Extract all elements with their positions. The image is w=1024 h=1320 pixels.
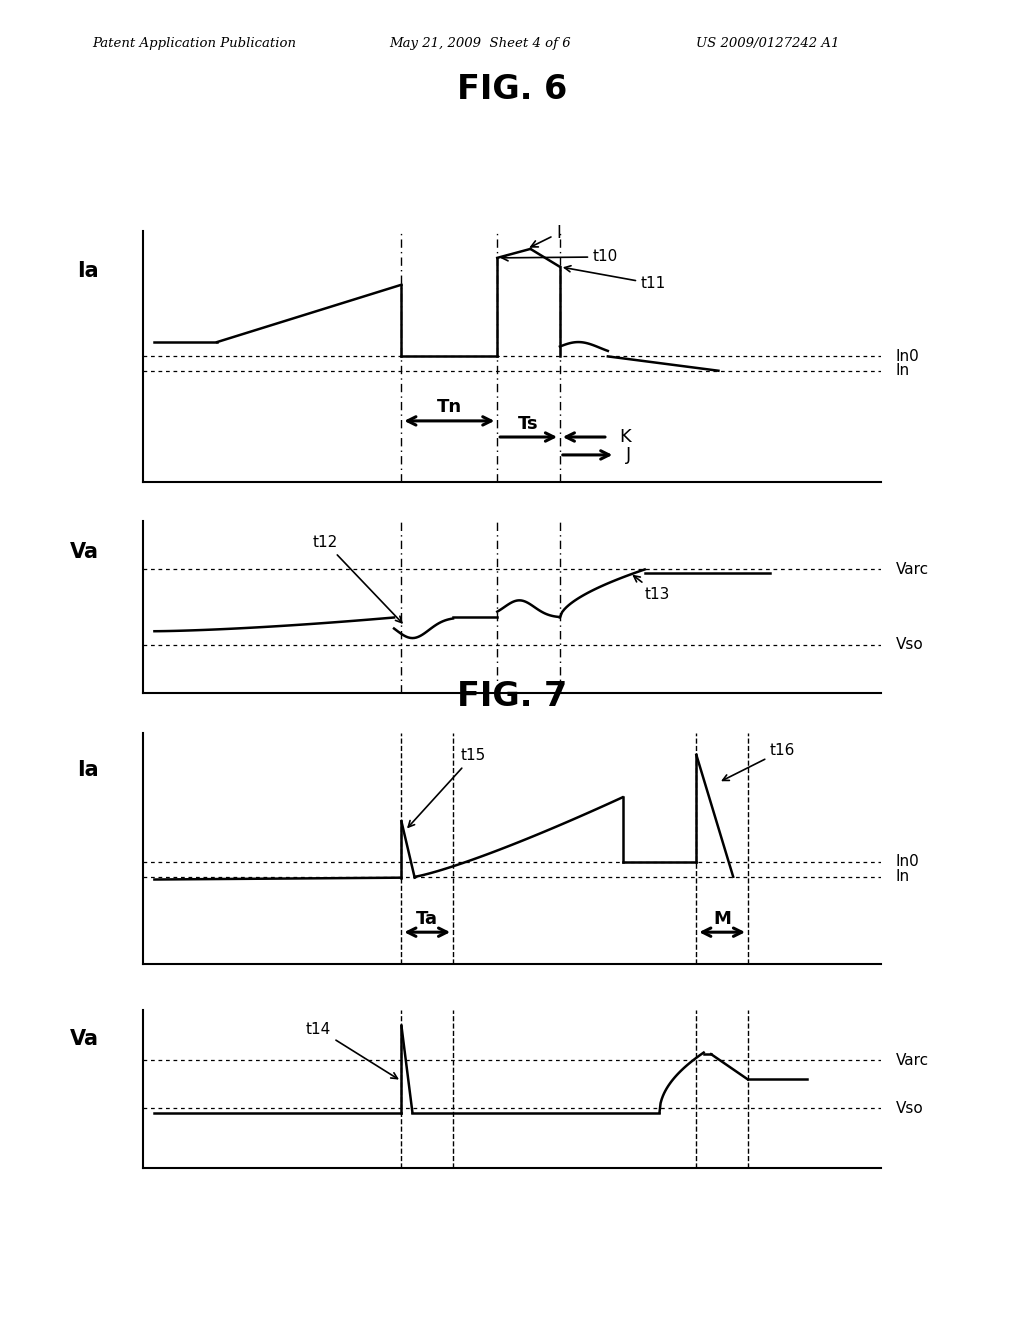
Text: I: I	[530, 224, 561, 247]
Text: t11: t11	[564, 265, 667, 292]
Text: FIG. 7: FIG. 7	[457, 680, 567, 713]
Text: US 2009/0127242 A1: US 2009/0127242 A1	[696, 37, 840, 50]
Text: Ts: Ts	[518, 414, 539, 433]
Text: t13: t13	[634, 576, 670, 602]
Text: In0: In0	[895, 854, 920, 870]
Text: K: K	[618, 428, 631, 446]
Text: Ia: Ia	[78, 261, 99, 281]
Text: In: In	[895, 870, 909, 884]
Text: t10: t10	[502, 249, 618, 264]
Text: J: J	[627, 446, 632, 463]
Text: Vso: Vso	[895, 638, 923, 652]
Text: Ia: Ia	[78, 760, 99, 780]
Text: t12: t12	[313, 535, 401, 623]
Text: Va: Va	[70, 543, 99, 562]
Text: In0: In0	[895, 348, 920, 364]
Text: Va: Va	[70, 1028, 99, 1049]
Text: May 21, 2009  Sheet 4 of 6: May 21, 2009 Sheet 4 of 6	[389, 37, 570, 50]
Text: FIG. 6: FIG. 6	[457, 73, 567, 106]
Text: Tn: Tn	[437, 399, 462, 416]
Text: Varc: Varc	[895, 562, 929, 577]
Text: M: M	[713, 909, 731, 928]
Text: Varc: Varc	[895, 1053, 929, 1068]
Text: In: In	[895, 363, 909, 379]
Text: Ta: Ta	[416, 909, 438, 928]
Text: t16: t16	[723, 743, 796, 780]
Text: t14: t14	[305, 1022, 397, 1078]
Text: t15: t15	[409, 748, 485, 828]
Text: Vso: Vso	[895, 1101, 923, 1115]
Text: Patent Application Publication: Patent Application Publication	[92, 37, 296, 50]
